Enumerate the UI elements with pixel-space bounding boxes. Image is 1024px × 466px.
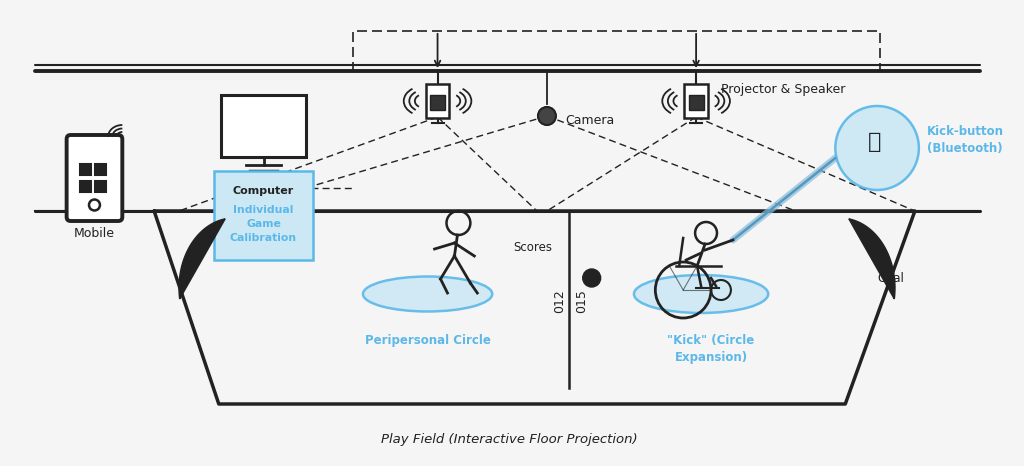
Text: Goal: Goal: [878, 272, 904, 285]
Circle shape: [836, 106, 919, 190]
Circle shape: [583, 269, 601, 287]
FancyBboxPatch shape: [67, 135, 122, 221]
Text: Kick-button
(Bluetooth): Kick-button (Bluetooth): [927, 125, 1004, 155]
Text: ✊: ✊: [867, 132, 881, 152]
Text: Peripersonal Circle: Peripersonal Circle: [365, 334, 490, 347]
Text: 015: 015: [575, 289, 588, 313]
FancyBboxPatch shape: [95, 180, 105, 192]
FancyBboxPatch shape: [214, 171, 312, 260]
Circle shape: [538, 107, 556, 125]
Polygon shape: [179, 219, 225, 299]
Polygon shape: [849, 219, 895, 299]
Text: Computer: Computer: [232, 186, 294, 196]
Ellipse shape: [634, 275, 768, 313]
Text: "Kick" (Circle
Expansion): "Kick" (Circle Expansion): [668, 334, 755, 364]
Text: Individual
Game
Calibration: Individual Game Calibration: [230, 205, 297, 243]
Text: 012: 012: [553, 289, 566, 313]
FancyBboxPatch shape: [80, 164, 91, 174]
Text: Scores: Scores: [513, 241, 552, 254]
FancyBboxPatch shape: [426, 84, 450, 118]
FancyBboxPatch shape: [684, 84, 708, 118]
FancyBboxPatch shape: [95, 164, 105, 174]
FancyBboxPatch shape: [689, 95, 703, 110]
FancyBboxPatch shape: [430, 95, 445, 110]
FancyBboxPatch shape: [80, 180, 91, 192]
Text: Projector & Speaker: Projector & Speaker: [721, 82, 846, 96]
Text: Mobile: Mobile: [74, 227, 115, 240]
FancyBboxPatch shape: [221, 95, 306, 157]
Text: Camera: Camera: [565, 115, 614, 128]
Ellipse shape: [362, 276, 493, 311]
Text: Play Field (Interactive Floor Projection): Play Field (Interactive Floor Projection…: [381, 433, 638, 446]
Text: Control
Screen: Control Screen: [242, 107, 285, 137]
